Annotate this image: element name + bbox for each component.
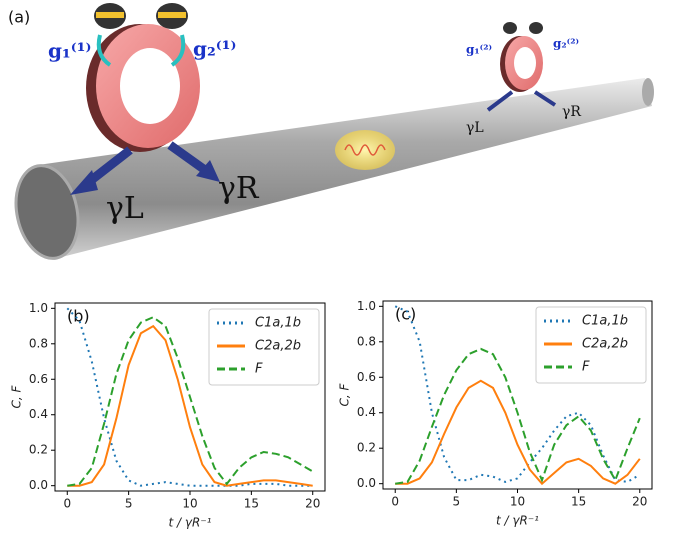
- y-tick-label: 0.6: [29, 372, 48, 386]
- legend-label: F: [582, 360, 590, 375]
- y-tick-label: 0.8: [357, 334, 376, 348]
- y-tick-label: 0.0: [357, 476, 376, 490]
- decay-label: γL: [106, 191, 144, 226]
- x-tick-label: 15: [571, 495, 586, 509]
- legend-box: [208, 308, 320, 386]
- decay-label: γR: [218, 171, 260, 206]
- x-tick-label: 20: [305, 497, 320, 511]
- decay-arrow-head: [70, 170, 98, 195]
- decay-arrow: [486, 90, 514, 112]
- x-axis-label: t / γR⁻¹: [169, 516, 212, 530]
- ring-hole: [120, 48, 180, 124]
- panel-label: (a): [8, 8, 30, 27]
- emitter-band: [158, 12, 186, 18]
- coupling-label: g₁⁽²⁾: [466, 43, 492, 57]
- y-axis-label: C, F: [10, 384, 24, 408]
- decay-arrow: [533, 90, 557, 107]
- panel-label: (b): [67, 307, 90, 326]
- legend-label: C2a,2b: [582, 337, 628, 352]
- waveguide-end: [642, 78, 654, 106]
- legend-box: [535, 306, 647, 384]
- photon-glow: [335, 130, 395, 170]
- series-line: [66, 307, 313, 487]
- y-tick-label: 1.0: [29, 301, 48, 315]
- x-tick-label: 5: [453, 495, 461, 509]
- series-line: [394, 305, 641, 483]
- legend-label: C1a,1b: [582, 314, 628, 329]
- decay-arrow: [167, 141, 208, 174]
- decay-arrow-head: [196, 160, 220, 182]
- legend-label: C2a,2b: [255, 339, 301, 354]
- ring-hole: [514, 47, 536, 79]
- x-axis-label: t / γR⁻¹: [496, 514, 539, 528]
- coupling-arrow: [170, 34, 186, 67]
- x-tick-label: 10: [510, 495, 525, 509]
- panel-label: (c): [395, 305, 416, 324]
- illustration: (a) g₁⁽¹⁾ g₂⁽¹⁾ g₁⁽²⁾ g₂⁽²⁾ γL γR γL γR: [8, 3, 654, 260]
- y-axis-label: C, F: [338, 382, 352, 406]
- x-tick-label: 0: [63, 497, 71, 511]
- coupling-label: g₁⁽¹⁾: [48, 39, 91, 63]
- x-tick-label: 20: [632, 495, 647, 509]
- legend-label: F: [255, 362, 263, 377]
- waveguide-end: [14, 164, 80, 260]
- x-tick-label: 15: [244, 497, 259, 511]
- emitter: [529, 22, 543, 34]
- decay-label: γR: [562, 104, 581, 120]
- coupling-label: g₂⁽²⁾: [553, 37, 579, 51]
- series-line: [67, 316, 314, 487]
- series-line: [395, 347, 641, 485]
- y-tick-label: 0.2: [29, 443, 48, 457]
- legend-label: C1a,1b: [255, 316, 301, 331]
- y-tick-label: 0.4: [29, 407, 48, 421]
- photon: [344, 144, 386, 156]
- series-line: [67, 324, 313, 487]
- series-line: [395, 379, 641, 486]
- waveguide: [38, 78, 652, 258]
- x-tick-label: 0: [391, 495, 399, 509]
- x-tick-label: 5: [125, 497, 133, 511]
- emitter: [503, 22, 517, 34]
- decay-label: γL: [466, 120, 484, 136]
- coupling-label: g₂⁽¹⁾: [193, 37, 236, 61]
- coupling-arrow: [96, 34, 112, 67]
- x-tick-label: 10: [182, 497, 197, 511]
- y-tick-label: 1.0: [357, 299, 376, 313]
- y-tick-label: 0.8: [29, 336, 48, 350]
- y-tick-label: 0.2: [357, 441, 376, 455]
- emitter-band: [96, 12, 124, 18]
- y-tick-label: 0.4: [357, 405, 376, 419]
- y-tick-label: 0.0: [29, 478, 48, 492]
- y-tick-label: 0.6: [357, 370, 376, 384]
